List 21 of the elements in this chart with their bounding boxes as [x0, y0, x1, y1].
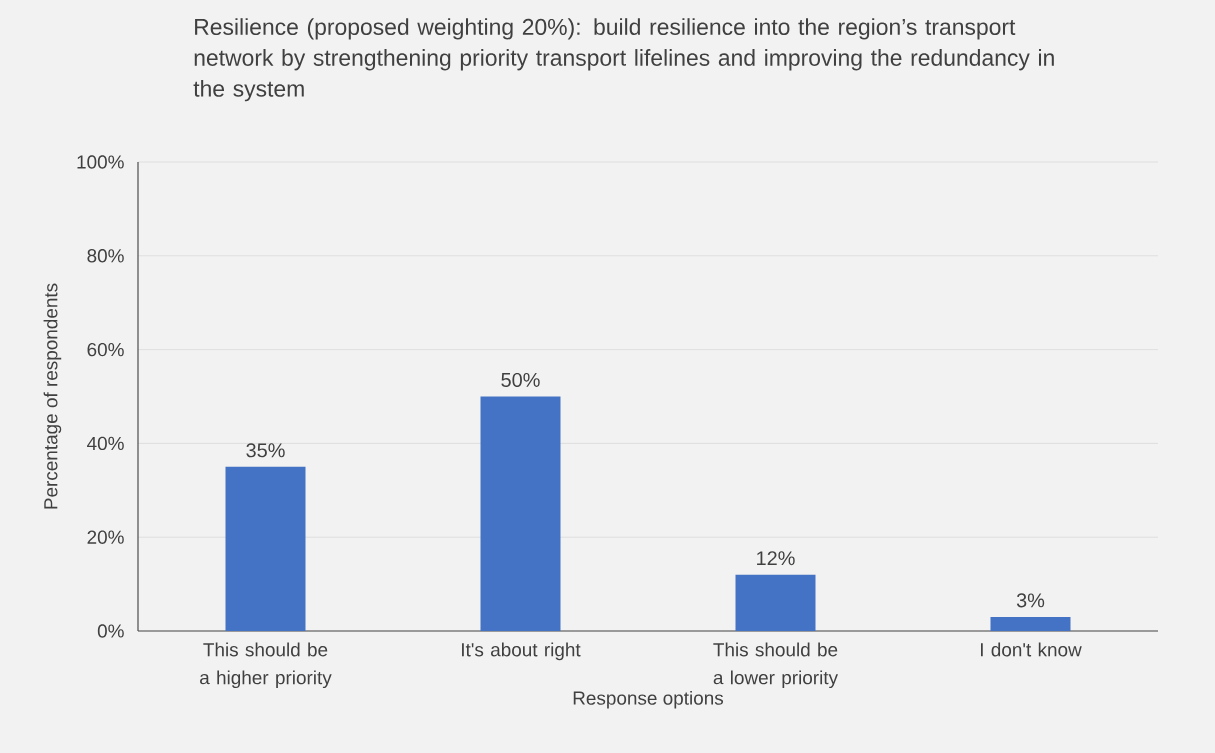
y-tick-label: 80%: [87, 249, 124, 263]
chart-title: Resilience (proposed weighting 20%): build resilience into the region’s transport network by strengthening priority transport lifelines and improving the redundancy in the system: [193, 18, 1054, 102]
y-tick-label: 20%: [87, 530, 124, 544]
x-tick-label: It's about right: [462, 642, 581, 661]
x-tick-label: This should be a higher priority: [200, 642, 332, 689]
data-label: 3%: [1016, 593, 1045, 608]
x-tick-label: I don't know: [980, 642, 1082, 657]
bar: [480, 396, 561, 631]
x-axis-title: Response options: [573, 690, 724, 709]
x-tick-label: This should be a lower priority: [713, 642, 838, 689]
y-axis-title: Percentage of respondents: [43, 283, 62, 509]
y-tick-label: 60%: [87, 342, 124, 357]
y-tick-label: 100%: [77, 155, 124, 169]
y-tick-label: 40%: [87, 436, 124, 451]
data-label: 35%: [246, 443, 285, 458]
bar: [225, 466, 306, 631]
bar: [990, 616, 1071, 631]
bar: [735, 574, 816, 631]
y-tick-label: 0%: [97, 624, 124, 638]
data-label: 50%: [501, 372, 540, 387]
data-label: 12%: [757, 551, 795, 566]
